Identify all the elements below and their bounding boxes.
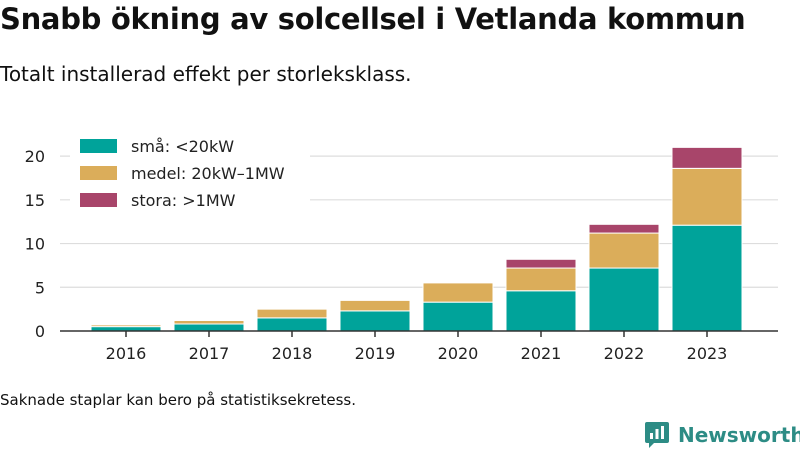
bar-segment xyxy=(671,167,743,226)
bar-segment xyxy=(671,224,743,332)
bar-segment xyxy=(588,267,660,332)
y-tick-label: 0 xyxy=(35,322,45,341)
brand-logo: Newsworthy xyxy=(644,420,800,450)
x-tick-label: 2019 xyxy=(355,344,396,363)
bar-segment xyxy=(505,258,577,269)
bar-segment xyxy=(339,310,411,332)
legend-swatch xyxy=(80,166,117,180)
bar-segment xyxy=(505,290,577,332)
bar-segment xyxy=(422,282,494,303)
x-tick-label: 2021 xyxy=(521,344,562,363)
footnote: Saknade staplar kan bero på statistiksek… xyxy=(0,391,357,409)
bar-segment xyxy=(588,232,660,269)
stacked-bar-chart: 0 5 10 15 20 2016 2017 2018 2019 2020 2021 2022 2023… xyxy=(24,137,778,363)
brand-name: Newsworthy xyxy=(678,423,800,447)
bar-segment xyxy=(256,308,328,319)
legend-label: små: <20kW xyxy=(131,137,234,156)
bar-segment xyxy=(422,301,494,332)
y-tick-label: 15 xyxy=(25,191,45,210)
bar-segment xyxy=(173,320,245,325)
bar-segment xyxy=(339,299,411,312)
bar-segment xyxy=(588,223,660,234)
bar-segment xyxy=(90,324,162,328)
x-tick-label: 2017 xyxy=(189,344,230,363)
chart-subtitle: Totalt installerad effekt per storlekskl… xyxy=(0,62,412,86)
x-tick-label: 2018 xyxy=(272,344,313,363)
newsworthy-logo-icon xyxy=(645,422,669,448)
y-tick-label: 20 xyxy=(25,147,45,166)
x-tick-label: 2020 xyxy=(438,344,479,363)
y-tick-label: 10 xyxy=(25,235,45,254)
bar-segment xyxy=(256,317,328,332)
chart-title: Snabb ökning av solcellsel i Vetlanda ko… xyxy=(0,2,746,36)
legend-label: medel: 20kW–1MW xyxy=(131,164,285,183)
x-tick-label: 2022 xyxy=(604,344,645,363)
x-tick-label: 2023 xyxy=(687,344,728,363)
y-tick-label: 5 xyxy=(35,278,45,297)
bar-segment xyxy=(671,146,743,169)
bar-segment xyxy=(505,267,577,292)
legend-swatch xyxy=(80,139,117,153)
bar-segment xyxy=(173,323,245,332)
legend-label: stora: >1MW xyxy=(131,191,236,210)
legend-swatch xyxy=(80,193,117,207)
x-tick-label: 2016 xyxy=(106,344,147,363)
